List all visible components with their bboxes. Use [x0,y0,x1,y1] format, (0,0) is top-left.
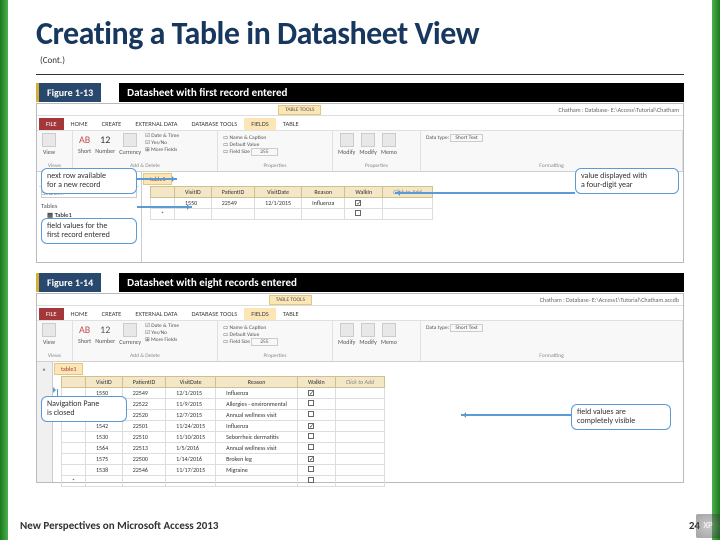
callout-four-digit: value displayed witha four-digit year [575,168,679,194]
tab-file[interactable]: FILE [39,118,64,130]
tab-dbtools[interactable]: DATABASE TOOLS [184,118,244,130]
xp-badge: XP [696,514,720,538]
table-row[interactable]: 1575225001/14/2016Broken leg [62,454,385,465]
tab-create[interactable]: CREATE [95,118,129,130]
table-row[interactable]: 1564225131/5/2016Annual wellness visit [62,443,385,454]
figure-label-2: Figure 1-14 [36,273,101,292]
content-area: Figure 1-13 Datasheet with first record … [0,83,720,483]
tab-external[interactable]: EXTERNAL DATA [128,118,184,130]
ribbon-body: View Views ABShort 12Number Currency ☑ D… [37,130,683,172]
tab-table[interactable]: TABLE [276,118,306,130]
footer-text: New Perspectives on Microsoft Access 201… [20,519,218,532]
title-rule [36,74,684,75]
table-row[interactable]: 15422250111/24/2015Influenza [62,421,385,432]
datasheet-grid-2: VisitID PatientID VisitDate Reason WalkI… [61,376,385,487]
memo-icon[interactable] [382,133,396,147]
new-record-row[interactable]: * [151,209,433,220]
new-record-row: * [62,476,385,487]
navigation-pane-closed[interactable]: » [37,362,53,482]
screenshot-2: TABLE TOOLS Chatham : Database- E:\Acces… [36,293,684,483]
callout-field-values: field values for thefirst record entered [41,218,137,244]
figure-1-14: Figure 1-14 Datasheet with eight records… [36,273,684,483]
callout-nav-closed: Navigation Paneis closed [41,396,127,422]
modify-expr-icon[interactable] [361,133,375,147]
table-row[interactable]: 15382254611/17/2015Migraine [62,465,385,476]
tab-fields[interactable]: FIELDS [244,118,276,130]
figure-label: Figure 1-13 [36,83,101,102]
ribbon-tabs: FILE HOME CREATE EXTERNAL DATA DATABASE … [37,116,683,130]
modify-lookups-icon[interactable] [340,133,354,147]
left-border [0,0,8,540]
callout-completely-visible: field values arecompletely visible [571,404,671,430]
db-path-2: Chatham : Database- E:\Access1\Tutorial\… [540,296,679,304]
currency-icon[interactable] [123,133,137,147]
figure-1-13: Figure 1-13 Datasheet with first record … [36,83,684,263]
callout-next-row: next row availablefor a new record [41,168,137,194]
table-row[interactable]: 15302251011/10/2015Seborrheic dermatitis [62,432,385,443]
view-icon[interactable] [42,323,56,337]
walkin-checkbox[interactable] [355,200,361,206]
tab-home[interactable]: HOME [64,118,95,130]
screenshot-1: TABLE TOOLS Chatham : Database- E:\Acces… [36,103,684,263]
figure-caption: Datasheet with first record entered [119,83,684,102]
cont-label: (Cont.) [0,53,720,70]
slide-title: Creating a Table in Datasheet View [0,0,720,53]
view-icon[interactable] [42,133,56,147]
datasheet-tab-2[interactable]: table1 [54,363,83,375]
footer: New Perspectives on Microsoft Access 201… [20,519,700,532]
table-tools-label: TABLE TOOLS [278,105,321,115]
right-border [712,0,720,540]
figure-caption-2: Datasheet with eight records entered [119,273,684,292]
db-path: Chatham : Database- E:\Access\Tutorial\C… [559,106,679,114]
